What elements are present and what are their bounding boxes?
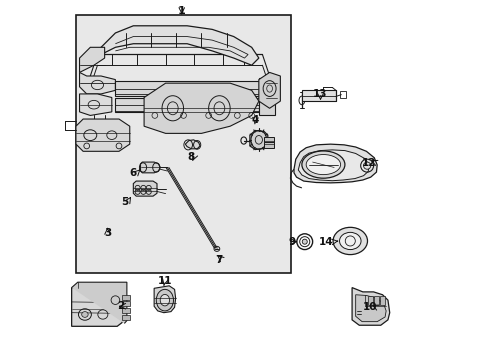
Text: 12: 12 (361, 158, 376, 168)
Polygon shape (249, 131, 267, 149)
Polygon shape (140, 162, 160, 173)
Text: 8: 8 (187, 152, 194, 162)
Polygon shape (185, 140, 200, 149)
Text: 7: 7 (214, 255, 222, 265)
Bar (373, 296, 378, 305)
Polygon shape (80, 72, 115, 94)
Text: 6: 6 (129, 168, 137, 178)
Polygon shape (101, 26, 258, 65)
Polygon shape (72, 288, 124, 326)
Polygon shape (80, 94, 112, 116)
Bar (301, 90, 335, 101)
Ellipse shape (156, 289, 173, 311)
Polygon shape (133, 181, 157, 196)
Polygon shape (72, 282, 126, 323)
Polygon shape (293, 144, 376, 183)
Polygon shape (351, 288, 389, 325)
Bar (122, 301, 129, 306)
Bar (258, 78, 274, 116)
Bar (339, 91, 346, 98)
Polygon shape (144, 83, 258, 134)
Text: 2: 2 (117, 301, 124, 311)
Bar (264, 137, 274, 142)
Ellipse shape (160, 294, 169, 306)
Ellipse shape (301, 151, 344, 178)
Bar (115, 81, 258, 96)
Polygon shape (154, 286, 175, 313)
Bar (379, 296, 384, 305)
Ellipse shape (302, 239, 306, 244)
Bar (76, 15, 290, 273)
Ellipse shape (305, 154, 340, 175)
Bar (122, 315, 129, 320)
Bar (264, 142, 274, 148)
Polygon shape (298, 150, 368, 181)
Polygon shape (355, 295, 386, 321)
Polygon shape (76, 119, 129, 151)
Text: 3: 3 (103, 228, 111, 238)
Text: 9: 9 (288, 237, 295, 247)
Text: 5: 5 (121, 197, 128, 207)
Ellipse shape (363, 162, 370, 169)
Polygon shape (258, 72, 280, 108)
Ellipse shape (332, 227, 367, 255)
Ellipse shape (339, 232, 360, 249)
Bar (122, 295, 129, 300)
Text: 1: 1 (178, 6, 185, 17)
Text: 13: 13 (313, 89, 327, 99)
Text: 4: 4 (251, 115, 259, 125)
Bar (367, 296, 372, 305)
Polygon shape (80, 47, 104, 72)
Text: 10: 10 (362, 302, 376, 312)
Bar (115, 98, 258, 112)
Text: 14: 14 (318, 237, 333, 247)
Text: 11: 11 (157, 276, 172, 286)
Bar (122, 309, 129, 314)
Ellipse shape (81, 312, 88, 318)
